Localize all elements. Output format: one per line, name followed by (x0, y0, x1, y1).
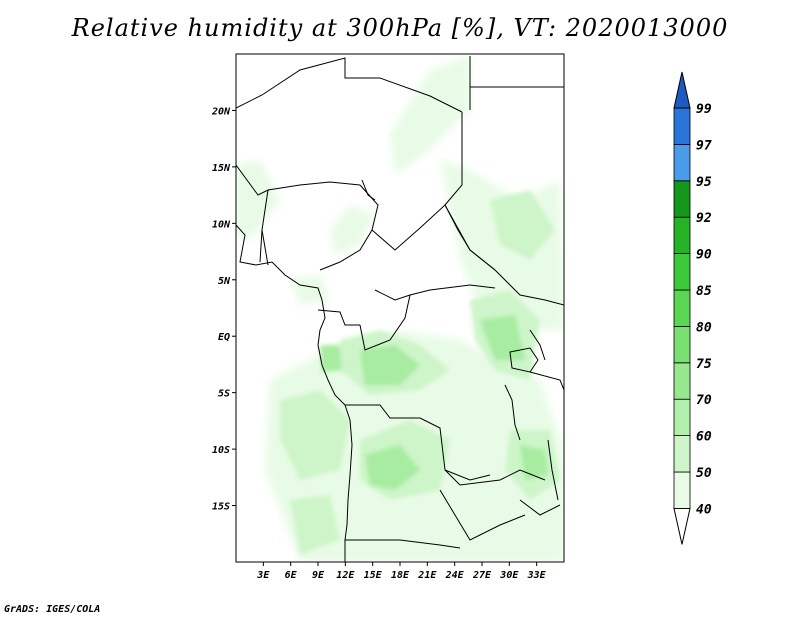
lake-tanganyika (504, 384, 521, 441)
nile-river (361, 179, 376, 201)
border-west-africa (236, 164, 269, 263)
colorbar-segment (673, 325, 691, 364)
colorbar-segment (673, 253, 691, 291)
colorbar-segment (673, 471, 691, 509)
colorbar-level-label: 50 (696, 466, 712, 481)
border-angola-namibia (345, 539, 461, 549)
y-axis: 20N 15N 10N 5N EQ 5S 10S 15S (211, 106, 236, 513)
border-congo-drc (359, 294, 411, 351)
y-tick-label: 10S (212, 445, 230, 456)
colorbar-segment (673, 143, 691, 182)
colorbar-level-label: 92 (696, 211, 712, 226)
border-niger-algeria (236, 57, 380, 109)
x-tick-label: 12E (336, 570, 355, 581)
x-tick-label: 21E (417, 570, 437, 581)
humidity-region-nigeria (330, 205, 375, 255)
country-borders (236, 56, 564, 562)
humidity-core-angola (280, 390, 350, 480)
colorbar-level-label: 80 (696, 320, 712, 335)
border-mozambique (519, 499, 561, 516)
x-tick-label: 3E (256, 570, 270, 581)
colorbar-level-label: 90 (696, 248, 712, 263)
lake-victoria (509, 347, 539, 373)
coastline-west (236, 224, 353, 562)
y-tick-label: 15N (212, 163, 231, 174)
colorbar-upper-arrow (673, 71, 691, 109)
colorbar-segment (673, 216, 691, 254)
x-tick-label: 6E (285, 570, 298, 581)
x-tick-label: 33E (527, 570, 547, 581)
humidity-region-west (236, 160, 280, 240)
lake-malawi (547, 439, 559, 501)
humidity-peak-east (480, 315, 525, 360)
border-drc-angola (345, 404, 491, 481)
humidity-peak-malawi (520, 445, 548, 480)
border-zambia-zimbabwe (439, 489, 526, 541)
colorbar-level-label: 95 (696, 175, 712, 190)
y-tick-label: 20N (211, 106, 231, 117)
colorbar-level-label: 97 (696, 138, 712, 153)
colorbar-lower-arrow (673, 507, 691, 545)
colorbar-segment (673, 180, 691, 218)
y-tick-label: 5N (218, 276, 231, 287)
humidity-peak-angola (365, 445, 420, 490)
colorbar-segment (673, 289, 691, 327)
humidity-region-cameroon (290, 275, 330, 305)
colorbar-segment (673, 107, 691, 145)
colorbar-segment (673, 362, 691, 400)
x-tick-label: 27E (472, 570, 492, 581)
colorbar-level-label: 70 (696, 393, 712, 408)
x-tick-label: 24E (445, 570, 465, 581)
x-tick-label: 18E (391, 570, 410, 581)
border-drc-zambia (444, 469, 546, 486)
border-uganda-kenya (529, 329, 546, 361)
border-east-africa (494, 269, 564, 306)
humidity-core-south (290, 495, 340, 555)
y-tick-label: EQ (218, 332, 230, 343)
colorbar-level-label: 85 (696, 284, 712, 299)
y-tick-label: 15S (212, 502, 230, 513)
x-axis: 3E 6E 9E 12E 15E 18E 21E 24E 27E 30E 33E (256, 562, 547, 581)
colorbar-level-label: 99 (696, 102, 712, 117)
humidity-peak-congo (360, 345, 420, 385)
border-nigeria-cameroon (319, 184, 379, 271)
x-tick-label: 15E (364, 570, 383, 581)
y-tick-label: 10N (212, 219, 231, 230)
border-niger-nigeria (267, 181, 361, 191)
colorbar-level-label: 60 (696, 430, 712, 445)
footer-credit: GrADS: IGES/COLA (4, 604, 101, 615)
border-tanzania (529, 371, 564, 391)
x-tick-label: 30E (499, 570, 519, 581)
humidity-peak-gabon (320, 345, 342, 372)
border-libya-chad (379, 77, 463, 113)
colorbar-segment (673, 398, 691, 437)
humidity-field (236, 56, 564, 562)
colorbar-segment (673, 435, 691, 473)
border-car (371, 204, 496, 271)
colorbar-level-label: 40 (696, 502, 712, 517)
humidity-region-north (390, 56, 470, 175)
humidity-core-ne (490, 190, 555, 260)
colorbar: 40 50 60 70 75 80 85 90 92 95 97 99 (673, 71, 712, 545)
colorbar-level-label: 75 (696, 357, 712, 372)
border-gabon (317, 309, 360, 326)
x-tick-label: 9E (312, 570, 325, 581)
border-benin-togo (261, 229, 269, 266)
border-car-drc (374, 284, 496, 301)
chart-title: Relative humidity at 300hPa [%], VT: 202… (71, 14, 729, 42)
y-tick-label: 5S (218, 389, 230, 400)
